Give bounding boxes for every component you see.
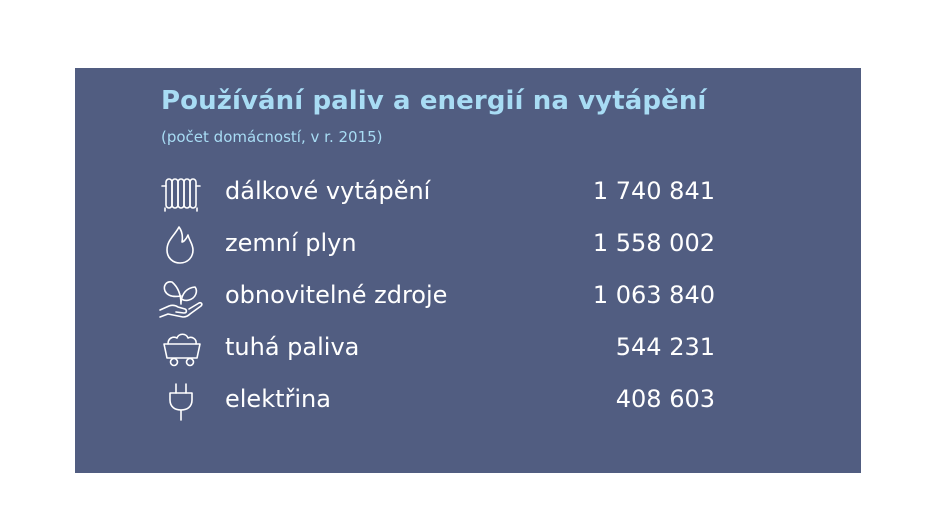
row-label: elektřina	[225, 385, 331, 413]
row-value: 1 558 002	[592, 229, 715, 257]
infographic-panel: Používání paliv a energií na vytápění (p…	[75, 68, 861, 473]
list-item: obnovitelné zdroje 1 063 840	[155, 272, 735, 324]
list-item: tuhá paliva 544 231	[155, 324, 735, 376]
flame-icon	[155, 220, 211, 272]
infographic-title: Používání paliv a energií na vytápění	[161, 86, 707, 116]
row-label: obnovitelné zdroje	[225, 281, 448, 309]
list-item: zemní plyn 1 558 002	[155, 220, 735, 272]
coal-cart-icon	[155, 324, 211, 376]
radiator-icon	[155, 168, 211, 220]
row-value: 408 603	[615, 385, 715, 413]
hand-plant-icon	[155, 272, 211, 324]
infographic-subtitle: (počet domácností, v r. 2015)	[161, 128, 383, 146]
row-value: 1 740 841	[592, 177, 715, 205]
row-value: 1 063 840	[592, 281, 715, 309]
plug-icon	[155, 376, 211, 428]
row-label: dálkové vytápění	[225, 177, 431, 205]
list-item: dálkové vytápění 1 740 841	[155, 168, 735, 220]
list-item: elektřina 408 603	[155, 376, 735, 428]
row-value: 544 231	[615, 333, 715, 361]
row-label: tuhá paliva	[225, 333, 360, 361]
row-label: zemní plyn	[225, 229, 357, 257]
